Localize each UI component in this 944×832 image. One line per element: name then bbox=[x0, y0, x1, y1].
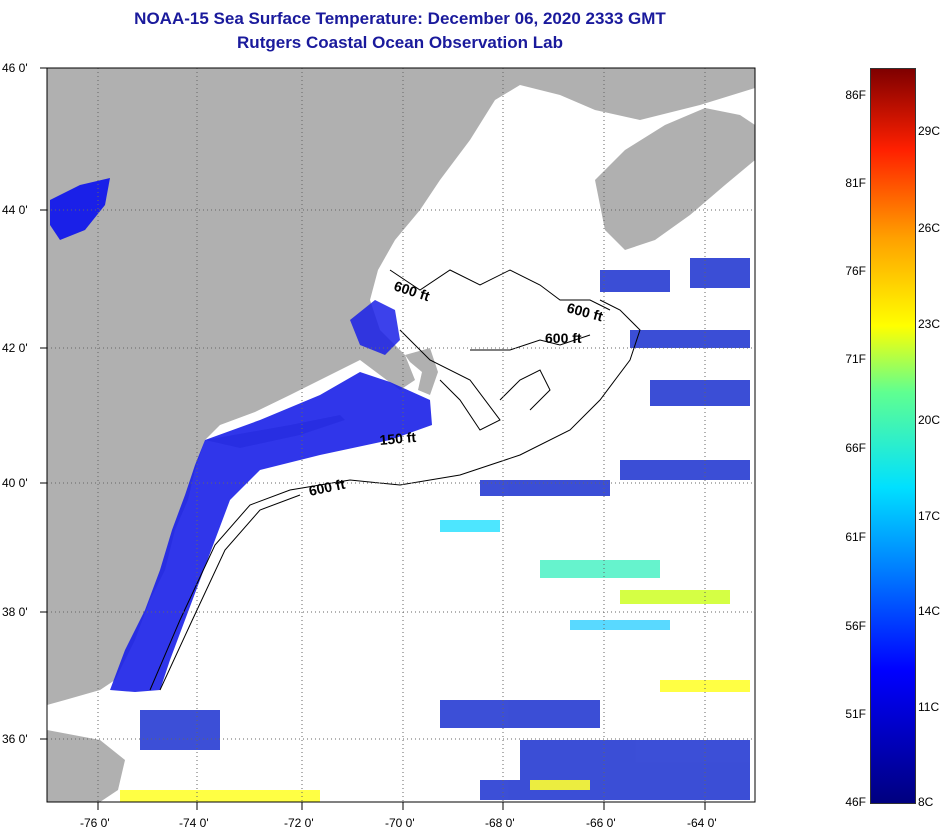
colorbar-f-76: 76F bbox=[845, 264, 866, 278]
warm-water-patches bbox=[120, 520, 750, 802]
colorbar-c-11: 11C bbox=[918, 700, 940, 714]
land-nova-scotia bbox=[595, 108, 755, 250]
lat-label-40: 40 0' bbox=[2, 476, 28, 490]
contour-label-600ft-shelf: 600 ft bbox=[307, 476, 346, 499]
land-north-carolina bbox=[47, 730, 125, 802]
contour-label-600ft-middle: 600 ft bbox=[545, 330, 582, 346]
colorbar-f-61: 61F bbox=[845, 530, 866, 544]
colorbar-f-71: 71F bbox=[845, 352, 866, 366]
gulf-of-maine-cold bbox=[350, 300, 400, 355]
axis-ticks bbox=[40, 67, 706, 810]
lat-label-46: 46 0' bbox=[2, 61, 28, 75]
colorbar-f-86: 86F bbox=[845, 88, 866, 102]
map-frame bbox=[46, 67, 756, 803]
colorbar-c-20: 20C bbox=[918, 413, 941, 427]
contour-label-150ft: 150 ft bbox=[379, 429, 417, 448]
lon-label-70: -70 0' bbox=[385, 816, 415, 830]
colorbar-c-14: 14C bbox=[918, 604, 941, 618]
colorbar-f-81: 81F bbox=[845, 176, 866, 190]
colorbar-c-26: 26C bbox=[918, 221, 941, 235]
lake-cold bbox=[50, 178, 110, 240]
lat-label-44: 44 0' bbox=[2, 203, 28, 217]
lat-label-38: 38 0' bbox=[2, 605, 28, 619]
colorbar-f-51: 51F bbox=[845, 707, 866, 721]
lon-label-74: -74 0' bbox=[179, 816, 209, 830]
cold-coastal-water bbox=[110, 372, 432, 692]
lon-label-64: -64 0' bbox=[687, 816, 717, 830]
offshore-water-patches bbox=[140, 258, 750, 800]
colorbar-c-29: 29C bbox=[918, 124, 941, 138]
colorbar-f-66: 66F bbox=[845, 441, 866, 455]
colorbar-c-17: 17C bbox=[918, 509, 941, 523]
lon-label-68: -68 0' bbox=[485, 816, 515, 830]
lon-label-72: -72 0' bbox=[284, 816, 314, 830]
land-us-northeast bbox=[47, 68, 755, 705]
colorbar-f-56: 56F bbox=[845, 619, 866, 633]
lon-label-66: -66 0' bbox=[586, 816, 616, 830]
lat-label-42: 42 0' bbox=[2, 341, 28, 355]
bathymetry-contours bbox=[149, 269, 641, 691]
colorbar-f-46: 46F bbox=[845, 795, 866, 809]
map-title: NOAA-15 Sea Surface Temperature: Decembe… bbox=[134, 9, 666, 28]
lat-label-36: 36 0' bbox=[2, 732, 28, 746]
colorbar-c-23: 23C bbox=[918, 317, 941, 331]
map-subtitle: Rutgers Coastal Ocean Observation Lab bbox=[237, 33, 563, 52]
colorbar-c-8: 8C bbox=[918, 795, 934, 809]
lon-label-76: -76 0' bbox=[80, 816, 110, 830]
temperature-colorbar bbox=[870, 68, 916, 804]
